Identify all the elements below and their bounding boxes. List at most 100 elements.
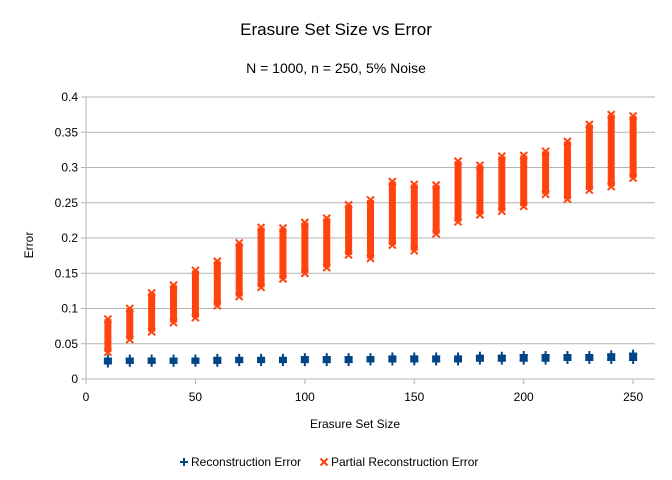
- data-point-min: [541, 356, 550, 365]
- point-cluster: [234, 238, 244, 301]
- chart-title: Erasure Set Size vs Error: [240, 20, 432, 39]
- data-point-max: [256, 223, 266, 232]
- series-reconstruction-error: [103, 349, 638, 368]
- point-band: [563, 141, 571, 200]
- data-point-min: [103, 359, 112, 368]
- data-point-max: [607, 110, 616, 119]
- point-cluster: [147, 288, 156, 336]
- x-tick-label: 250: [623, 390, 643, 404]
- legend: Reconstruction Error Partial Reconstruct…: [180, 455, 478, 469]
- point-cluster: [453, 156, 463, 226]
- y-tick-label: 0.3: [61, 161, 78, 175]
- chart-subtitle: N = 1000, n = 250, 5% Noise: [246, 60, 426, 76]
- data-point-min: [432, 357, 441, 366]
- point-band: [476, 165, 484, 215]
- point-cluster: [475, 351, 484, 365]
- data-point-max: [475, 161, 485, 170]
- point-cluster: [213, 257, 222, 310]
- point-cluster: [541, 147, 550, 199]
- point-cluster: [322, 214, 331, 272]
- point-cluster: [454, 352, 463, 366]
- point-band: [345, 204, 353, 255]
- data-point-min: [191, 358, 200, 367]
- data-point-min: [431, 229, 441, 238]
- point-band: [410, 184, 418, 251]
- point-band: [432, 185, 440, 234]
- point-cluster: [388, 352, 397, 366]
- y-tick-label: 0: [71, 372, 78, 386]
- legend-plus-icon: [180, 458, 188, 466]
- data-point-min: [191, 313, 200, 322]
- data-point-min: [147, 327, 156, 336]
- point-cluster: [541, 351, 550, 365]
- data-point-min: [103, 348, 113, 357]
- point-cluster: [191, 266, 200, 322]
- data-point-min: [519, 356, 528, 365]
- point-cluster: [103, 314, 113, 357]
- point-cluster: [475, 161, 485, 219]
- data-point-max: [103, 314, 113, 324]
- legend-marker-plus-icon: [180, 458, 188, 466]
- point-band: [191, 270, 199, 318]
- data-point-min: [256, 283, 266, 292]
- point-band: [629, 116, 637, 179]
- data-point-min: [410, 357, 419, 366]
- point-band: [454, 161, 462, 222]
- legend-label-reconstruction-error: Reconstruction Error: [191, 455, 301, 469]
- point-cluster: [585, 351, 594, 364]
- data-point-max: [585, 120, 594, 129]
- data-point-max: [628, 111, 638, 121]
- data-point-min: [454, 357, 463, 366]
- data-point-max: [453, 156, 463, 166]
- point-cluster: [103, 354, 112, 368]
- data-point-max: [563, 137, 572, 146]
- data-point-max: [213, 257, 222, 266]
- point-cluster: [300, 218, 310, 278]
- data-point-min: [541, 190, 550, 199]
- series-partial-reconstruction-error: [103, 110, 638, 357]
- point-band: [235, 242, 243, 297]
- point-cluster: [169, 354, 178, 367]
- point-cluster: [629, 349, 638, 364]
- data-point-max: [278, 223, 288, 233]
- point-cluster: [563, 351, 572, 364]
- data-point-min: [213, 358, 222, 367]
- data-point-min: [585, 185, 594, 195]
- point-cluster: [431, 180, 441, 238]
- data-point-max: [234, 238, 244, 248]
- data-point-min: [344, 250, 353, 260]
- x-axis-label: Erasure Set Size: [310, 417, 400, 431]
- point-band: [498, 156, 506, 212]
- data-point-min: [585, 355, 594, 364]
- data-point-min: [607, 182, 616, 191]
- data-point-min: [278, 274, 288, 284]
- point-band: [323, 218, 331, 268]
- point-cluster: [278, 353, 287, 367]
- data-point-max: [519, 151, 528, 160]
- point-band: [170, 285, 178, 323]
- point-band: [367, 199, 374, 259]
- data-point-min: [344, 358, 353, 367]
- data-point-max: [147, 288, 156, 298]
- data-point-max: [410, 180, 419, 189]
- data-point-min: [169, 358, 178, 367]
- data-point-max: [431, 180, 441, 190]
- y-tick-label: 0.4: [61, 90, 78, 104]
- data-point-max: [125, 304, 134, 313]
- point-cluster: [366, 353, 375, 366]
- point-band: [257, 227, 265, 288]
- point-band: [388, 181, 396, 246]
- y-axis-label: Error: [22, 232, 36, 259]
- legend-item-reconstruction-error: Reconstruction Error: [180, 455, 301, 469]
- legend-item-partial-reconstruction-error: Partial Reconstruction Error: [319, 455, 478, 469]
- point-cluster: [563, 137, 572, 204]
- point-band: [104, 319, 112, 353]
- data-point-min: [234, 292, 244, 301]
- point-band: [213, 261, 221, 306]
- data-point-min: [519, 202, 528, 211]
- legend-label-partial-reconstruction-error: Partial Reconstruction Error: [331, 455, 478, 469]
- y-tick-label: 0.35: [55, 125, 79, 139]
- y-tick-label: 0.15: [55, 266, 79, 280]
- data-point-min: [388, 240, 397, 250]
